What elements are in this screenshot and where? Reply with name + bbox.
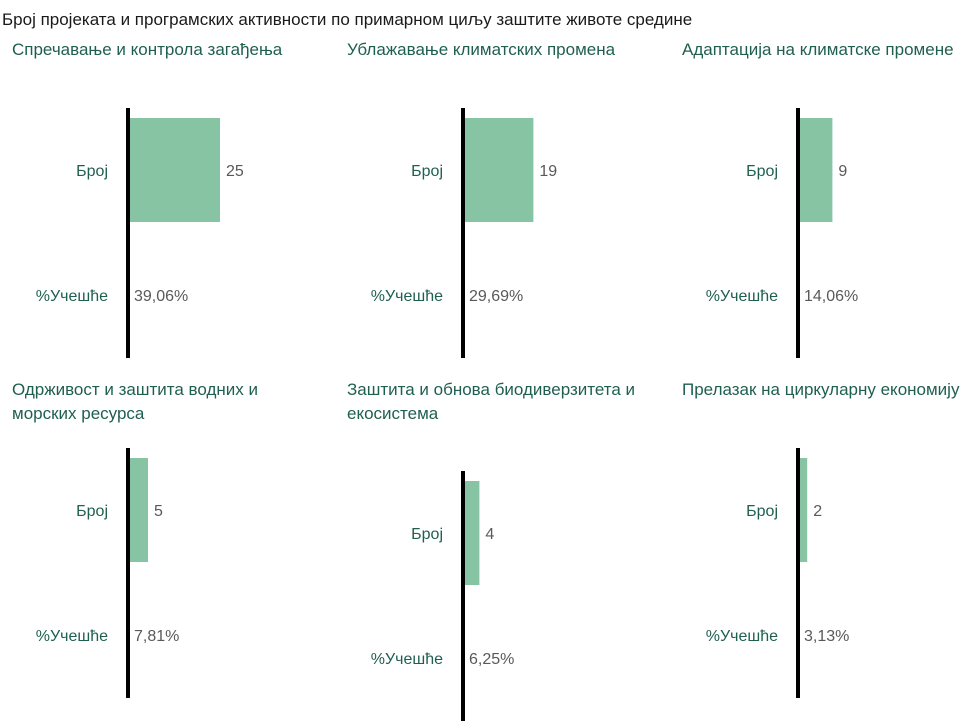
chart-panel: Прелазак на циркуларну економију Број %Уче… (670, 378, 970, 718)
data-label-share: 29,69% (469, 288, 523, 305)
chart-panel: Одрживост и заштита водних и морских рес… (0, 378, 335, 718)
bar-count (800, 458, 808, 562)
bar-chart: Број %Учешће 19 29,69% (371, 108, 557, 358)
data-label-share: 7,81% (134, 628, 179, 645)
data-label-count: 19 (539, 163, 557, 180)
chart-panel: Заштита и обнова биодиверзитета и екосис… (335, 378, 670, 721)
category-label: %Учешће (36, 288, 108, 305)
data-label-share: 39,06% (134, 288, 188, 305)
chart-panel: Спречавање и контрола загађења Број %Учешћ… (0, 38, 335, 378)
data-label-count: 25 (226, 163, 244, 180)
chart-panel: Адаптација на климатске промене Број %Учеш… (670, 38, 970, 378)
chart-title: Адаптација на климатске промене (682, 40, 954, 59)
chart-title: Спречавање и контрола загађења (12, 40, 283, 59)
chart-title: Прелазак на циркуларну економију (682, 380, 960, 399)
bar-count (130, 458, 148, 562)
category-label: %Учешће (371, 288, 443, 305)
bar-count (465, 481, 480, 585)
data-label-count: 4 (485, 526, 494, 543)
data-label-count: 5 (154, 503, 163, 520)
category-label: %Учешће (706, 628, 778, 645)
bar-chart: Број %Учешће 9 14,06% (706, 108, 858, 358)
bar-count (465, 118, 534, 222)
data-label-share: 3,13% (804, 628, 849, 645)
chart-title: Заштита и обнова биодиверзитета и екосис… (347, 380, 636, 423)
data-label-count: 9 (838, 163, 847, 180)
chart-title: Одрживост и заштита водних и морских рес… (12, 380, 259, 423)
bar-chart: Број %Учешће 25 39,06% (36, 108, 244, 358)
page-title: Број пројеката и програмских активности … (2, 10, 693, 29)
bar-chart: Број %Учешће 5 7,81% (36, 448, 179, 698)
category-label: Број (746, 503, 778, 520)
category-label: Број (76, 503, 108, 520)
category-label: Број (411, 526, 443, 543)
category-label: Број (746, 163, 778, 180)
chart-panel: Ублажавање климатских промена Број %Учешће… (335, 38, 670, 378)
category-label: Број (411, 163, 443, 180)
data-label-count: 2 (813, 503, 822, 520)
chart-title: Ублажавање климатских промена (347, 40, 616, 59)
data-label-share: 14,06% (804, 288, 858, 305)
bar-count (800, 118, 833, 222)
bar-chart: Број %Учешће 2 3,13% (706, 448, 849, 698)
category-label: Број (76, 163, 108, 180)
category-label: %Учешће (706, 288, 778, 305)
category-label: %Учешће (371, 651, 443, 668)
bar-chart: Број %Учешће 4 6,25% (371, 471, 514, 721)
data-label-share: 6,25% (469, 651, 514, 668)
chart-grid: Спречавање и контрола загађења Број %Учешћ… (0, 38, 970, 721)
category-label: %Учешће (36, 628, 108, 645)
bar-count (130, 118, 220, 222)
